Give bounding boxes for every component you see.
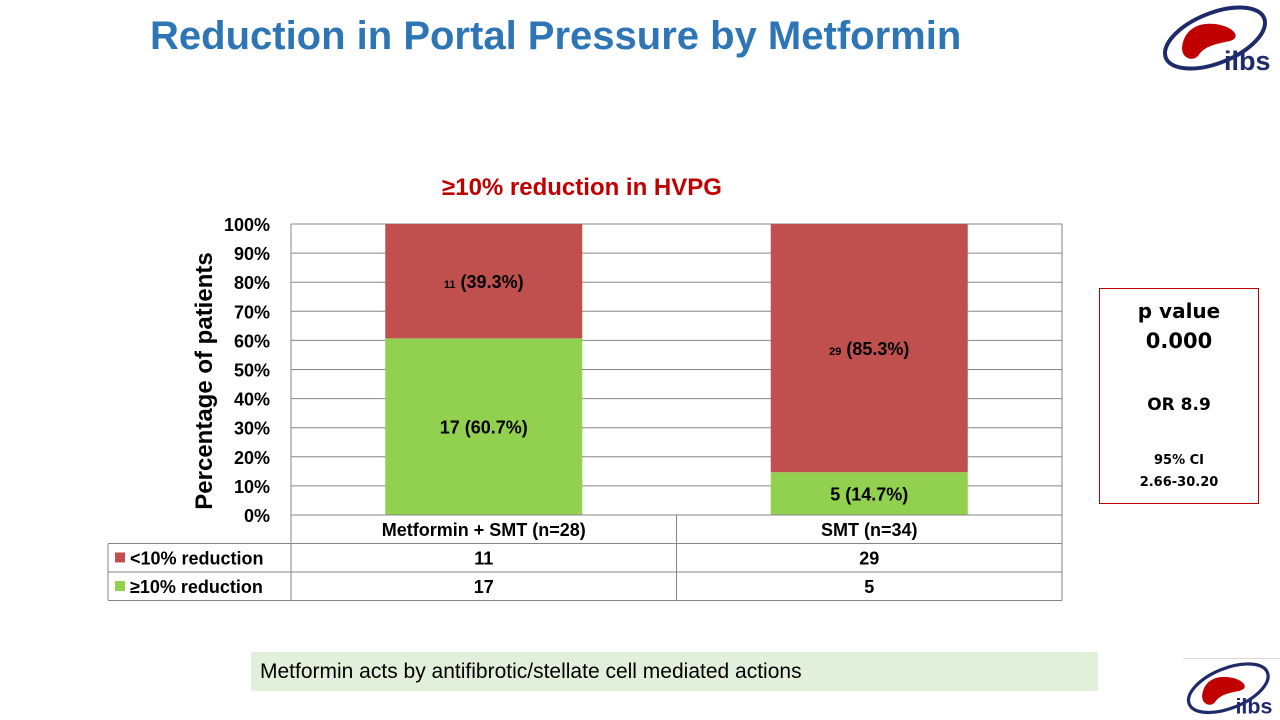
bar-segment [385,338,583,515]
statistics-box: p value 0.000 OR 8.9 95% CI 2.66-30.20 [1099,288,1259,504]
y-tick-label: 40% [234,390,270,410]
y-tick-label: 20% [234,448,270,468]
data-label: 11 (39.3%) [444,272,524,292]
y-tick-label: 80% [234,273,270,293]
data-label: 5 (14.7%) [830,485,908,505]
ilbs-logo-footer: ilbs [1186,662,1273,719]
bar-segment [770,472,968,515]
x-category-label: Metformin + SMT (n=28) [382,520,586,540]
table-cell: 5 [864,577,874,597]
legend-label: <10% reduction [130,549,264,569]
y-tick-label: 50% [234,361,270,381]
ci-value: 2.66-30.20 [1139,475,1219,490]
y-tick-label: 90% [234,244,270,264]
table-cell: 17 [474,577,494,597]
conclusion-note: Metformin acts by antifibrotic/stellate … [251,652,1098,691]
ilbs-logo: ilbs [1162,5,1271,74]
logo-text: ilbs [1224,46,1271,74]
x-category-label: SMT (n=34) [821,520,918,540]
y-tick-label: 60% [234,331,270,351]
data-label: 29 (85.3%) [829,339,909,359]
bar-segment [385,224,583,339]
y-tick-label: 0% [244,506,270,526]
y-tick-label: 30% [234,419,270,439]
footer-divider [1183,658,1280,659]
y-tick-label: 10% [234,477,270,497]
y-tick-label: 70% [234,302,270,322]
legend-key [115,552,125,563]
p-value-label: p value [1137,299,1221,323]
bar-segment [770,224,968,473]
data-label: 17 (60.7%) [440,418,528,438]
legend-label: ≥10% reduction [130,577,263,597]
chart-title: ≥10% reduction in HVPG [442,174,722,201]
y-tick-label: 100% [224,215,270,235]
ci-label: 95% CI [1153,453,1205,468]
legend-key [115,581,125,591]
odds-ratio: OR 8.9 [1147,395,1211,415]
slide-title: Reduction in Portal Pressure by Metformi… [150,14,962,58]
logo-text: ilbs [1235,695,1272,719]
table-cell: 29 [859,549,879,569]
y-axis-title: Percentage of patients [191,252,218,509]
p-value: 0.000 [1145,329,1213,353]
table-cell: 11 [474,549,493,569]
